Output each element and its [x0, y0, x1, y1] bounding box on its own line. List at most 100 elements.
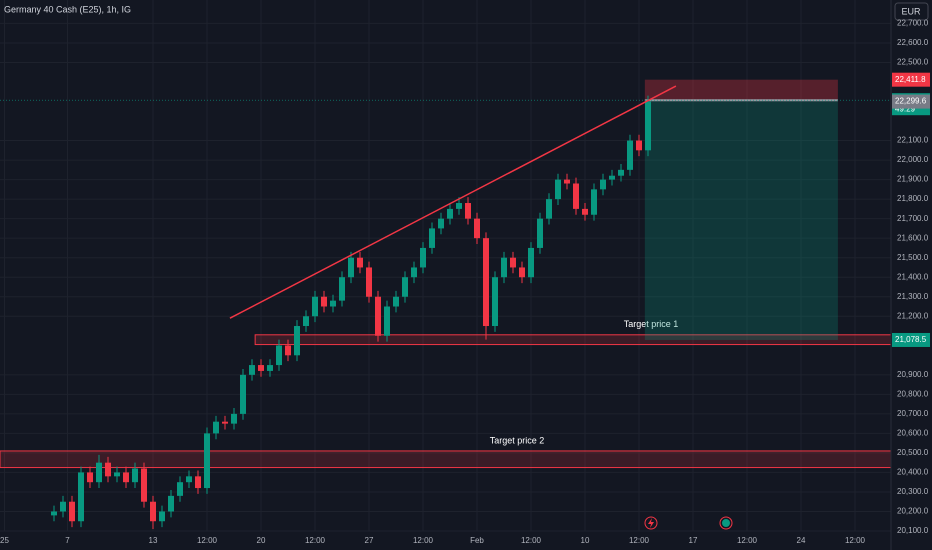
candle-body [303, 316, 309, 327]
price-label: 22,299.6 [895, 97, 927, 106]
candle-body [546, 199, 552, 219]
y-tick-label: 20,100.0 [897, 526, 929, 535]
candle-body [429, 228, 435, 248]
y-tick-label: 21,700.0 [897, 214, 929, 223]
x-tick-label: 10 [581, 536, 590, 545]
candle-body [636, 140, 642, 151]
candle-body [510, 257, 516, 268]
x-tick-label: 20 [257, 536, 266, 545]
candle-body [132, 468, 138, 483]
candle-body [402, 277, 408, 297]
candle-body [330, 300, 336, 307]
candle-body [573, 183, 579, 209]
y-tick-label: 20,500.0 [897, 448, 929, 457]
candle-body [105, 462, 111, 477]
candle-body [69, 501, 75, 522]
candle-body [348, 257, 354, 278]
y-tick-label: 20,700.0 [897, 409, 929, 418]
candle-body [375, 296, 381, 336]
y-tick-label: 20,600.0 [897, 428, 929, 437]
candle-body [321, 296, 327, 307]
candle-body [285, 345, 291, 356]
y-tick-label: 20,800.0 [897, 389, 929, 398]
y-tick-label: 21,300.0 [897, 292, 929, 301]
x-tick-label: 12:00 [737, 536, 758, 545]
candle-body [87, 472, 93, 483]
x-tick-label: Feb [470, 536, 484, 545]
candle-body [393, 296, 399, 307]
x-tick-label: 13 [149, 536, 158, 545]
currency[interactable]: EUR [901, 6, 921, 16]
candle-body [492, 277, 498, 327]
x-tick-label: 27 [365, 536, 374, 545]
candle-body [159, 511, 165, 522]
y-tick-label: 21,500.0 [897, 253, 929, 262]
target-zone [644, 100, 838, 340]
candle-body [150, 501, 156, 522]
candle-body [456, 203, 462, 209]
x-tick-label: 12:00 [845, 536, 866, 545]
x-tick-label: 25 [0, 536, 9, 545]
candle-body [411, 267, 417, 278]
trendline [229, 85, 677, 319]
y-tick-label: 20,200.0 [897, 507, 929, 516]
x-tick-label: 24 [797, 536, 806, 545]
x-tick-label: 12:00 [305, 536, 326, 545]
y-tick-label: 22,700.0 [897, 19, 929, 28]
candle-body [249, 365, 255, 375]
price-label: 21,078.5 [895, 335, 927, 344]
zone-label: Target price 2 [490, 435, 545, 445]
candle-body [123, 472, 129, 483]
candle-body [528, 247, 534, 278]
x-tick-label: 17 [689, 536, 698, 545]
candle-body [141, 468, 147, 502]
candle-body [618, 169, 624, 176]
currency-box[interactable] [894, 2, 929, 21]
y-tick-label: 22,100.0 [897, 136, 929, 145]
zone [0, 450, 892, 469]
candle-body [474, 218, 480, 239]
price-label-box [892, 332, 930, 347]
candle-body [420, 247, 426, 268]
candle-body [465, 203, 471, 219]
candle-body [204, 433, 210, 489]
x-tick-label: 12:00 [521, 536, 542, 545]
candle-body [231, 413, 237, 424]
candle-body [366, 267, 372, 297]
candle-body [438, 218, 444, 229]
candle-body [276, 345, 282, 366]
y-tick-label: 22,500.0 [897, 58, 929, 67]
x-tick-label: 7 [65, 536, 70, 545]
y-tick-label: 21,400.0 [897, 272, 929, 281]
y-tick-label: 21,600.0 [897, 233, 929, 242]
price-label-box [892, 94, 930, 109]
plot: Target price 1 Target price 2 [0, 79, 892, 530]
y-tick-label: 21,800.0 [897, 194, 929, 203]
y-tick-label: 22,000.0 [897, 155, 929, 164]
candle-body [600, 179, 606, 190]
y-tick-label: 20,300.0 [897, 487, 929, 496]
candle-body [96, 462, 102, 483]
y-tick-label: 20,900.0 [897, 370, 929, 379]
candle-body [240, 374, 246, 414]
candle-body [591, 189, 597, 215]
candle-body [60, 501, 66, 512]
candle-body [51, 511, 57, 516]
candle-body [78, 472, 84, 522]
x-tick-label: 12:00 [413, 536, 434, 545]
candle-body [339, 277, 345, 301]
event-icon-bolt [648, 518, 654, 528]
candle-body [114, 472, 120, 477]
candle-body [267, 365, 273, 371]
price-label-box [892, 72, 930, 87]
candle-body [195, 476, 201, 489]
candle-body [555, 179, 561, 200]
price-label: 22,411.8 [895, 75, 926, 84]
candle-body [537, 218, 543, 248]
candle-body [312, 296, 318, 317]
chart-title: Germany 40 Cash (E25), 1h, IG [4, 4, 131, 14]
grid [0, 0, 891, 532]
candle-body [501, 257, 507, 278]
